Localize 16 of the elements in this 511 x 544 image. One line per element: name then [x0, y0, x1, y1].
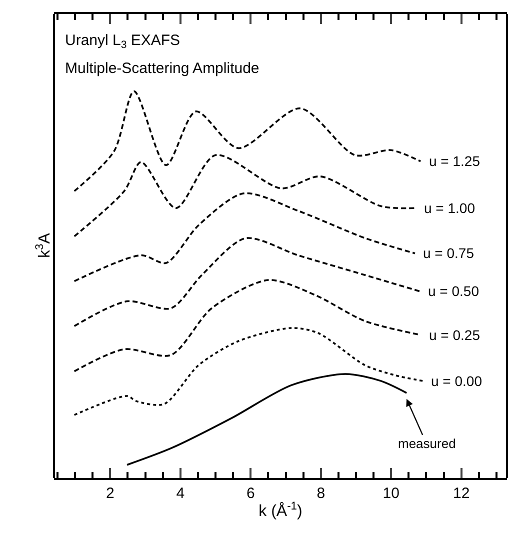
annotation: measured [398, 436, 456, 451]
series-label: u = 0.75 [423, 245, 474, 261]
x-tick-label: 10 [382, 485, 400, 502]
x-tick-label: 12 [453, 485, 470, 502]
x-axis-title: k (Å$^{-1}$) [258, 500, 302, 520]
series-label: u = 0.00 [431, 373, 482, 389]
x-tick-label: 2 [106, 485, 114, 502]
series-label: u = 0.50 [428, 283, 480, 299]
chart-subtitle: Multiple-Scattering Amplitude [65, 60, 260, 77]
chart-title: Uranyl L$_{3}$ EXAFS [65, 32, 180, 52]
x-tick-label: 6 [246, 485, 255, 502]
series-label: u = 0.25 [429, 327, 480, 343]
x-tick-label: 8 [316, 485, 326, 502]
x-tick-label: 4 [176, 485, 185, 502]
series-label: u = 1.25 [429, 153, 480, 169]
series-label: u = 1.00 [424, 200, 476, 216]
